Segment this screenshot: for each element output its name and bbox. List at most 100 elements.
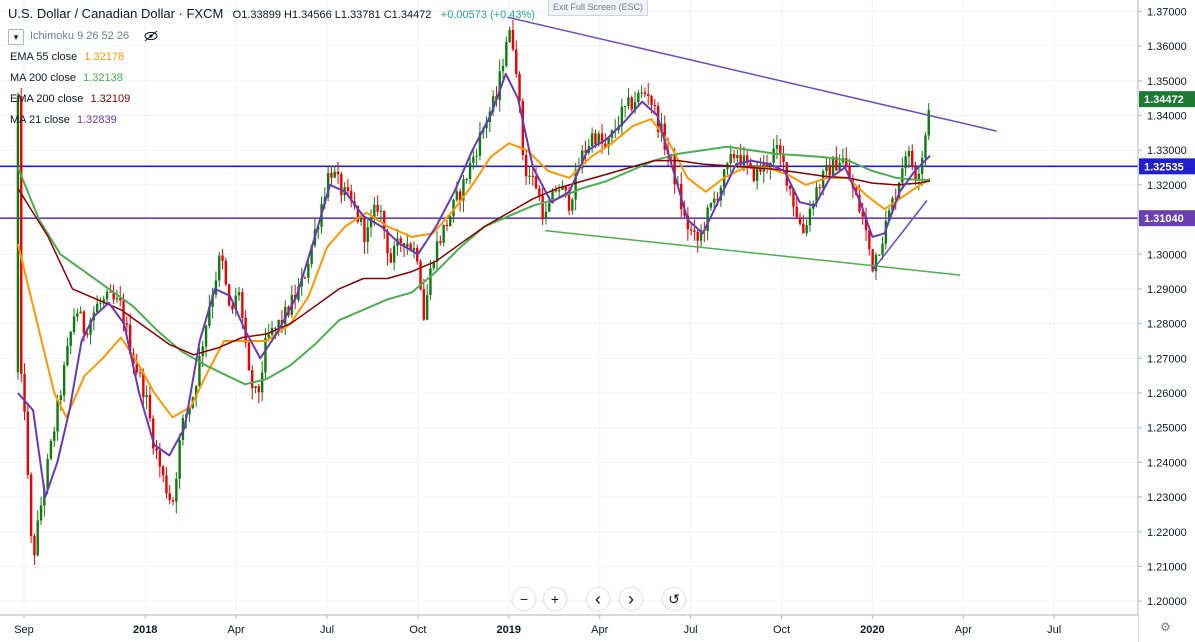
candle-body <box>475 155 478 157</box>
candle-body <box>254 386 257 389</box>
candle-body <box>69 331 72 346</box>
candle <box>363 216 366 254</box>
candle-body <box>689 229 693 231</box>
reset-chart-button[interactable]: ↺ <box>663 588 685 610</box>
candle-body <box>326 172 330 198</box>
candle-body <box>775 145 779 149</box>
price-tick-label: 1.33000 <box>1147 145 1187 157</box>
candle-body <box>508 30 511 43</box>
candle <box>49 438 53 461</box>
candle-body <box>686 215 690 230</box>
candle-body <box>53 431 56 441</box>
candle-body <box>732 154 736 159</box>
candle <box>56 394 59 441</box>
candle-body <box>752 166 756 181</box>
ma-line <box>17 72 931 499</box>
candle <box>472 148 475 170</box>
candle-body <box>204 325 208 347</box>
scroll-left-button[interactable]: ‹ <box>587 588 609 610</box>
candle <box>105 289 109 306</box>
candle <box>422 278 426 321</box>
candle <box>69 330 72 355</box>
candle-body <box>772 148 775 163</box>
ma21-legend[interactable]: MA 21 close 1.32839 <box>10 114 117 126</box>
candle-body <box>861 211 864 217</box>
candle <box>257 384 261 404</box>
candle <box>709 202 713 211</box>
candle-body <box>429 268 432 296</box>
candle-body <box>82 311 86 334</box>
candle-body <box>551 190 554 204</box>
candle <box>713 191 716 209</box>
time-tick-label: Jul <box>684 624 698 636</box>
candle <box>871 248 874 273</box>
zoom-out-button[interactable]: − <box>513 588 535 610</box>
candle <box>838 154 841 172</box>
zoom-in-button[interactable]: + <box>544 588 566 610</box>
hide-eye-icon[interactable] <box>144 30 158 45</box>
ema55-label: EMA 55 close <box>10 51 78 63</box>
symbol-title[interactable]: U.S. Dollar / Canadian Dollar · FXCM <box>8 6 224 21</box>
gear-icon[interactable]: ⚙ <box>1160 620 1171 634</box>
candle <box>788 185 792 196</box>
ema55-legend[interactable]: EMA 55 close 1.32178 <box>10 51 124 63</box>
scroll-right-button[interactable]: › <box>620 588 642 610</box>
time-tick-label: Apr <box>228 624 245 636</box>
candle-body <box>594 133 597 145</box>
candle-body <box>894 198 897 200</box>
candle-body <box>399 238 402 244</box>
candle-body <box>409 243 412 251</box>
candle-body <box>175 478 178 502</box>
candle-body <box>828 164 831 176</box>
candle <box>841 148 845 165</box>
candle-body <box>458 191 462 201</box>
candle <box>557 184 561 199</box>
ema200-legend[interactable]: EMA 200 close 1.32109 <box>10 93 130 105</box>
candle-body <box>887 210 891 221</box>
ma-line <box>16 145 931 386</box>
candle-body <box>452 199 455 217</box>
candle-body <box>161 466 165 476</box>
candle <box>878 254 881 256</box>
candle <box>802 215 805 234</box>
exit-fullscreen-button[interactable]: Exit Full Screen (ESC) <box>548 0 649 16</box>
candle <box>115 289 119 303</box>
candle-body <box>713 198 716 203</box>
candle-body <box>927 110 930 136</box>
trend-line <box>507 16 997 132</box>
candle-body <box>554 190 558 192</box>
candle-body <box>696 231 699 241</box>
candle <box>828 158 831 176</box>
candle-body <box>152 418 155 449</box>
candle-body <box>102 299 105 304</box>
ma200-legend[interactable]: MA 200 close 1.32138 <box>10 72 123 84</box>
candle-body <box>449 216 452 227</box>
candle <box>508 26 511 43</box>
candle-body <box>231 305 234 310</box>
ichimoku-indicator-label[interactable]: Ichimoku 9 26 52 26 <box>30 30 130 42</box>
candle <box>881 236 884 260</box>
price-tick-label: 1.23000 <box>1147 492 1187 504</box>
candle <box>389 248 393 264</box>
candle <box>617 115 620 134</box>
collapse-indicators-button[interactable]: ▾ <box>8 29 24 45</box>
candle-body <box>376 204 379 212</box>
price-tick-label: 1.20000 <box>1147 596 1187 608</box>
candle-body <box>389 253 393 263</box>
candle <box>234 287 237 317</box>
candle-body <box>194 386 198 398</box>
candle <box>630 95 633 112</box>
candle <box>449 215 452 227</box>
candle <box>237 286 241 301</box>
candle-body <box>340 174 343 196</box>
candle-body <box>541 195 544 219</box>
candle <box>406 233 409 255</box>
candle <box>894 188 897 210</box>
candle <box>429 260 432 301</box>
candle <box>643 87 647 98</box>
candle-body <box>218 255 221 281</box>
time-tick-label: Oct <box>773 624 790 636</box>
candle <box>33 533 36 565</box>
